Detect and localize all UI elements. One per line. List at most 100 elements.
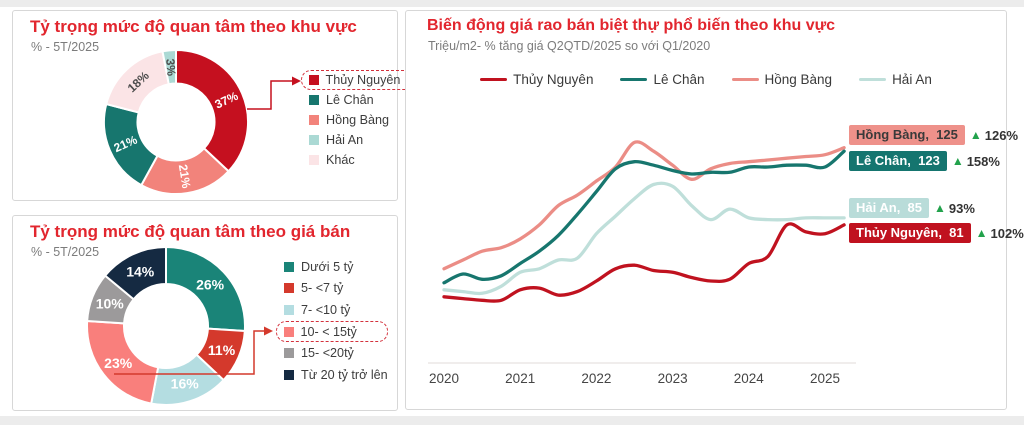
region-legend: Thủy Nguyên Lê Chân Hồng Bàng Hải An Khác xyxy=(300,70,416,170)
series-line-1 xyxy=(442,222,846,303)
legend-item: 15- <20tỷ xyxy=(284,342,388,364)
arrow-right-icon xyxy=(292,76,301,86)
price-trend-line-chart: 2020 2021 2022 2023 2024 2025 xyxy=(428,140,856,386)
legend-item-label: Lê Chân xyxy=(326,93,374,107)
legend-swatch-icon xyxy=(309,95,319,105)
legend-item-label: 5- <7 tỷ xyxy=(301,281,344,296)
up-triangle-icon: ▲ xyxy=(969,128,982,142)
legend-swatch-icon xyxy=(309,115,319,125)
legend-item-label: Hồng Bàng xyxy=(326,113,390,127)
legend-item: 5- <7 tỷ xyxy=(284,278,388,300)
series-end-label: Thủy Nguyên, 81 ▲ 102% xyxy=(849,223,1024,243)
series-end-label: Lê Chân, 123 ▲ 158% xyxy=(849,151,1000,171)
legend-item-highlighted: Thủy Nguyên xyxy=(300,70,416,90)
legend-item: 7- <10 tỷ xyxy=(284,299,388,321)
change-percent-label: 93% xyxy=(948,200,975,216)
trend-legend-item: Thủy Nguyên xyxy=(480,72,593,87)
legend-item: Hải An xyxy=(309,130,415,150)
legend-line-swatch-icon xyxy=(620,77,648,82)
price-donut-chart: 26% 11% 16% 23% 10% 14% xyxy=(86,246,273,406)
legend-line-swatch-icon xyxy=(731,77,759,82)
series-end-value-badge: Lê Chân, 123 xyxy=(849,151,947,171)
x-axis-tick-label: 2025 xyxy=(810,371,840,386)
trend-legend-label: Hải An xyxy=(892,72,932,87)
legend-item-label: Thủy Nguyên xyxy=(325,73,401,87)
trend-legend-label: Thủy Nguyên xyxy=(513,72,594,87)
legend-item: Dưới 5 tỷ xyxy=(284,256,388,278)
legend-item-label: Dưới 5 tỷ xyxy=(301,259,354,274)
region-donut-chart: 37%21%21%18%3% xyxy=(103,49,301,195)
x-axis-tick-label: 2022 xyxy=(581,371,611,386)
legend-swatch-icon xyxy=(308,75,319,85)
legend-swatch-icon xyxy=(284,304,294,315)
series-end-value-badge: Thủy Nguyên, 81 xyxy=(849,223,971,243)
legend-item-label: Hải An xyxy=(326,133,364,147)
x-axis-tick-label: 2024 xyxy=(734,371,765,386)
price-legend: Dưới 5 tỷ 5- <7 tỷ 7- <10 tỷ 10- < 15tỷ 15- … xyxy=(275,256,388,386)
legend-swatch-icon xyxy=(284,369,294,380)
slice-percent-label: 26% xyxy=(196,277,225,293)
change-percent-label: 126% xyxy=(984,127,1018,143)
legend-item: Lê Chân xyxy=(309,90,415,110)
up-triangle-icon: ▲ xyxy=(933,201,946,215)
series-end-value-badge: Hải An, 85 xyxy=(849,198,929,218)
legend-item: Hồng Bàng xyxy=(309,110,415,130)
page-title-trend: Biến động giá rao bán biệt thự phổ biến … xyxy=(427,17,836,34)
legend-swatch-icon xyxy=(284,283,294,294)
legend-line-swatch-icon xyxy=(480,77,508,82)
highlight-connector-line xyxy=(247,80,292,110)
panel-price-interest: Tỷ trọng mức độ quan tâm theo giá bán % … xyxy=(12,215,398,411)
trend-legend-item: Hồng Bàng xyxy=(731,72,832,87)
legend-swatch-icon xyxy=(284,261,294,272)
panel-region-interest: Tỷ trọng mức độ quan tâm theo khu vực % … xyxy=(12,10,416,201)
bottom-strip xyxy=(0,416,1024,425)
change-percent-label: 158% xyxy=(966,153,1000,169)
x-axis-tick-label: 2021 xyxy=(505,371,535,386)
legend-swatch-icon xyxy=(283,326,294,337)
donut-slice xyxy=(175,49,249,173)
legend-line-swatch-icon xyxy=(859,77,887,82)
x-axis-tick-label: 2020 xyxy=(429,371,459,386)
page-title-region: Tỷ trọng mức độ quan tâm theo khu vực xyxy=(30,17,357,36)
donut-slice xyxy=(104,246,167,301)
slice-percent-label: 11% xyxy=(208,342,236,358)
slice-percent-label: 23% xyxy=(104,355,133,371)
trend-legend: Thủy Nguyên Lê Chân Hồng Bàng Hải An xyxy=(406,72,1006,87)
slice-percent-label: 3% xyxy=(163,58,178,77)
trend-legend-item: Hải An xyxy=(859,72,932,87)
subtitle-price: % - 5T/2025 xyxy=(31,245,100,259)
legend-item-label: Khác xyxy=(326,153,355,167)
series-end-value-badge: Hồng Bàng, 125 xyxy=(849,125,965,145)
slice-percent-label: 10% xyxy=(96,296,125,312)
legend-item: Từ 20 tỷ trở lên xyxy=(284,364,388,386)
top-strip xyxy=(0,0,1024,7)
up-triangle-icon: ▲ xyxy=(951,154,964,168)
slice-percent-label: 14% xyxy=(126,263,155,279)
arrow-right-icon xyxy=(264,326,273,336)
donut-slice xyxy=(165,246,246,332)
trend-legend-label: Lê Chân xyxy=(653,72,705,87)
legend-swatch-icon xyxy=(309,135,319,145)
series-end-label: Hải An, 85 ▲ 93% xyxy=(849,198,975,218)
donut-slice xyxy=(161,49,177,86)
trend-legend-item: Lê Chân xyxy=(620,72,705,87)
highlight-connector-line xyxy=(114,330,264,375)
series-end-label: Hồng Bàng, 125 ▲ 126% xyxy=(849,125,1018,145)
x-axis-tick-label: 2023 xyxy=(658,371,688,386)
legend-swatch-icon xyxy=(309,155,319,165)
page-title-price: Tỷ trọng mức độ quan tâm theo giá bán xyxy=(30,222,351,241)
series-line-2 xyxy=(442,149,846,285)
legend-item-label: 7- <10 tỷ xyxy=(301,302,351,317)
legend-item: Khác xyxy=(309,150,415,170)
change-percent-label: 102% xyxy=(990,225,1024,241)
subtitle-trend: Triệu/m2- % tăng giá Q2QTD/2025 so với Q… xyxy=(428,39,711,53)
legend-item-label: 10- < 15tỷ xyxy=(300,324,357,339)
subtitle-region: % - 5T/2025 xyxy=(31,40,100,54)
up-triangle-icon: ▲ xyxy=(975,226,988,240)
slice-percent-label: 16% xyxy=(171,376,200,392)
slice-percent-label: 21% xyxy=(176,163,194,189)
series-line-3 xyxy=(442,140,846,271)
legend-item-highlighted: 10- < 15tỷ xyxy=(275,320,388,343)
series-line-4 xyxy=(442,181,846,296)
legend-swatch-icon xyxy=(284,348,294,359)
